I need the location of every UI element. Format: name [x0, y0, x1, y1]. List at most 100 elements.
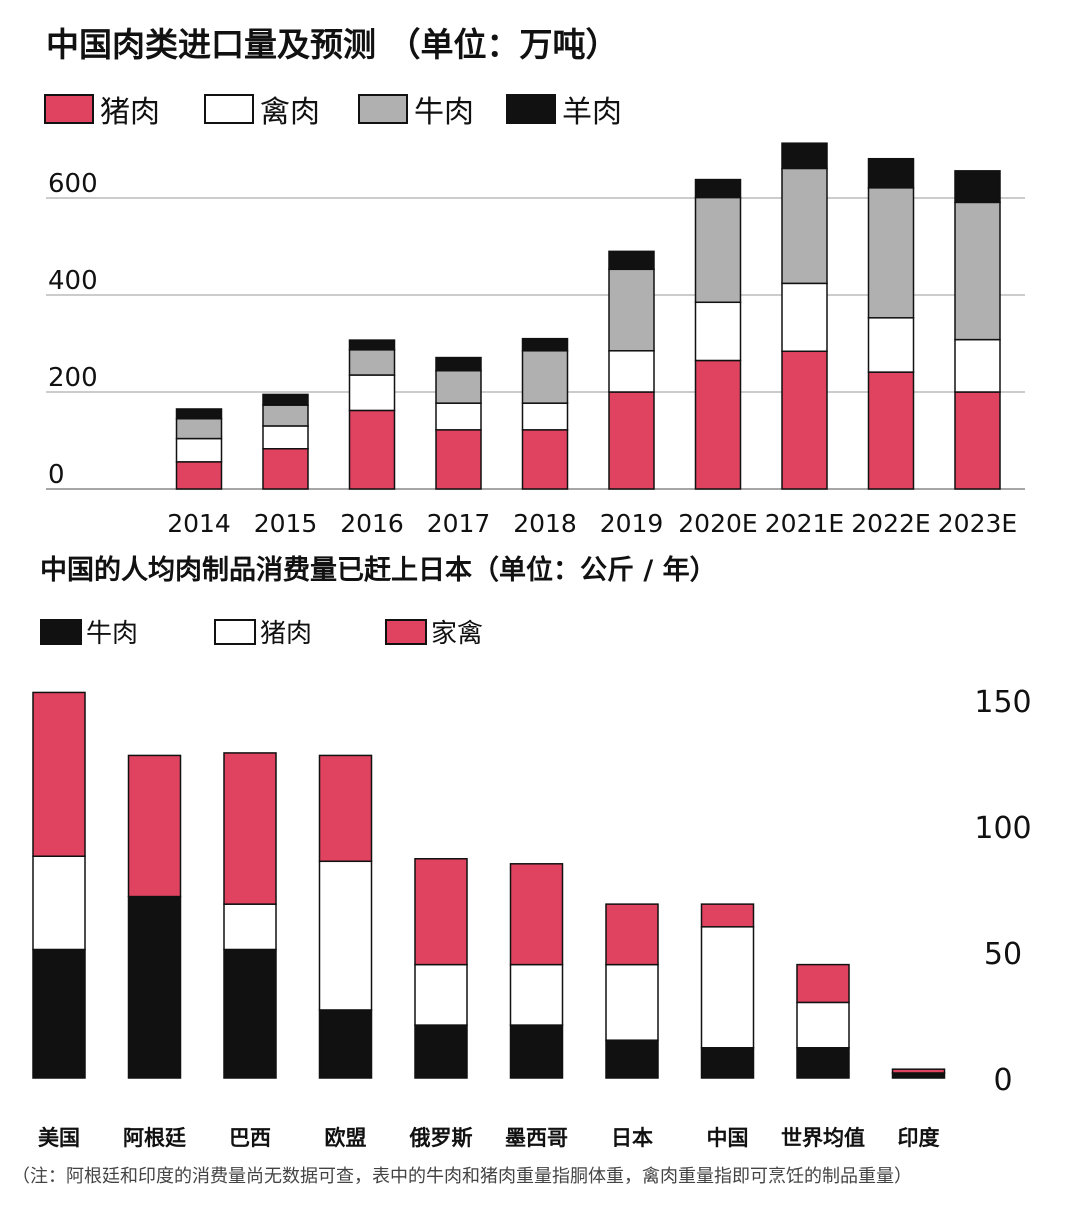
y2-tick-label-150: 150 — [974, 685, 1031, 720]
bar-2016-series-0 — [348, 409, 396, 490]
legend2-swatch-pork — [214, 618, 256, 645]
bar-2022E-series-2 — [867, 187, 915, 319]
legend-swatch-poultry — [204, 94, 254, 124]
bar2-墨西哥-series-1 — [509, 963, 564, 1026]
legend2-item-beef: 牛肉 — [40, 613, 138, 650]
bar-2023E-series-3 — [954, 170, 1001, 204]
x-tick-label-2021E: 2021E — [765, 509, 844, 538]
bar2-印度-series-2 — [891, 1068, 946, 1074]
x-tick-label-2016: 2016 — [340, 509, 404, 538]
bar-2019-series-0 — [608, 391, 655, 490]
bar-2014-series-0 — [175, 461, 223, 490]
y-tick-label-600: 600 — [48, 169, 98, 199]
x-tick-label-2020E: 2020E — [678, 509, 757, 538]
legend-label-mutton: 羊肉 — [562, 95, 622, 130]
bar2-欧盟-series-1 — [318, 860, 373, 1011]
x2-tick-label-阿根廷: 阿根廷 — [123, 1126, 187, 1150]
bar-2017-series-3 — [435, 356, 482, 372]
bar2-欧盟-series-2 — [318, 754, 373, 863]
footnote: （注：阿根廷和印度的消费量尚无数据可查，表中的牛肉和猪肉重量指胴体重，禽肉重量指… — [12, 1166, 912, 1187]
bar-2014-series-3 — [175, 408, 223, 420]
bar-2020E-series-3 — [694, 178, 742, 199]
x2-tick-label-世界均值: 世界均值 — [781, 1126, 865, 1150]
bar-2021E-series-2 — [781, 167, 828, 285]
bar2-美国-series-2 — [32, 691, 86, 857]
bar2-世界均值-series-0 — [796, 1047, 850, 1079]
x2-tick-label-欧盟: 欧盟 — [325, 1126, 367, 1150]
bar-2020E-series-2 — [694, 196, 742, 304]
bar-2021E-series-3 — [781, 142, 828, 170]
legend2-label-pork: 猪肉 — [260, 619, 313, 649]
chart1-legend: 猪肉 禽肉 牛肉 羊肉 — [44, 87, 744, 130]
bar2-俄罗斯-series-2 — [414, 858, 468, 966]
bar-2023E-series-1 — [954, 338, 1001, 393]
bar-2023E-series-0 — [954, 391, 1001, 490]
bar-2019-series-3 — [608, 250, 655, 271]
x2-tick-label-俄罗斯: 俄罗斯 — [409, 1126, 473, 1150]
x-tick-label-2023E: 2023E — [938, 509, 1017, 538]
legend2-swatch-beef — [40, 618, 82, 645]
bar-2022E-series-3 — [867, 157, 915, 189]
bar-2022E-series-1 — [867, 317, 915, 373]
x2-tick-label-印度: 印度 — [898, 1126, 940, 1150]
bar2-美国-series-0 — [32, 948, 86, 1079]
bar-2021E-series-0 — [781, 350, 828, 490]
bar2-日本-series-1 — [605, 963, 659, 1041]
legend2-label-beef: 牛肉 — [86, 619, 139, 649]
bar2-阿根廷-series-2 — [127, 754, 182, 898]
bar-2016-series-3 — [348, 339, 396, 351]
bar-2021E-series-1 — [781, 282, 828, 353]
bar2-日本-series-2 — [605, 903, 659, 966]
legend-swatch-pork — [44, 94, 94, 124]
legend-swatch-beef — [358, 94, 408, 124]
bar-2016-series-2 — [348, 349, 396, 376]
legend2-label-poultry: 家禽 — [431, 619, 484, 649]
y-tick-label-400: 400 — [48, 266, 98, 296]
x2-tick-label-巴西: 巴西 — [229, 1126, 271, 1150]
bar-2018-series-0 — [521, 429, 569, 490]
chart2-title: 中国的人均肉制品消费量已赶上日本（单位：公斤 / 年） — [40, 555, 717, 586]
y2-tick-label-100: 100 — [974, 811, 1031, 846]
x2-tick-label-墨西哥: 墨西哥 — [505, 1126, 568, 1150]
chart2-legend: 牛肉 猪肉 家禽 — [40, 613, 640, 649]
x-tick-label-2018: 2018 — [513, 509, 577, 538]
bar2-美国-series-1 — [32, 855, 86, 951]
chart1-plot: 0 200 400 600 2014 2015 2016 2017 2018 2019 2020E 2… — [46, 142, 1025, 538]
bar-2016-series-1 — [348, 374, 396, 412]
bar2-墨西哥-series-2 — [509, 863, 564, 966]
bar-2020E-series-0 — [694, 359, 742, 490]
bar2-巴西-series-0 — [223, 948, 277, 1079]
legend-swatch-mutton — [506, 94, 556, 124]
legend2-item-pork: 猪肉 — [214, 613, 312, 650]
bar2-俄罗斯-series-0 — [414, 1024, 468, 1079]
bar2-世界均值-series-1 — [796, 1001, 850, 1049]
bar2-阿根廷-series-0 — [127, 895, 182, 1079]
x2-tick-label-中国: 中国 — [707, 1126, 749, 1150]
bar2-巴西-series-2 — [223, 752, 277, 905]
x-tick-label-2015: 2015 — [254, 509, 318, 538]
bar2-日本-series-0 — [605, 1039, 659, 1079]
bar-2017-series-0 — [435, 429, 482, 490]
chart1-title: 中国肉类进口量及预测 （单位：万吨） — [46, 25, 619, 64]
bar-2018-series-2 — [521, 350, 569, 404]
x2-tick-label-日本: 日本 — [611, 1126, 653, 1150]
y-tick-label-200: 200 — [48, 363, 98, 393]
bar2-墨西哥-series-0 — [509, 1024, 564, 1079]
bar-2015-series-0 — [262, 447, 309, 490]
x-tick-label-2017: 2017 — [427, 509, 491, 538]
bar-2023E-series-2 — [954, 201, 1001, 341]
y2-tick-label-50: 50 — [984, 937, 1022, 972]
bar-2018-series-3 — [521, 337, 569, 352]
x-tick-label-2014: 2014 — [167, 509, 231, 538]
bar2-俄罗斯-series-1 — [414, 963, 468, 1026]
bar-2022E-series-0 — [867, 371, 915, 490]
y2-tick-label-0: 0 — [993, 1063, 1012, 1098]
legend-item-pork: 猪肉 — [44, 87, 160, 131]
bar2-中国-series-1 — [700, 926, 755, 1049]
legend-label-pork: 猪肉 — [100, 95, 160, 130]
bar2-中国-series-0 — [700, 1047, 755, 1079]
x-tick-label-2019: 2019 — [600, 509, 664, 538]
legend-item-mutton: 羊肉 — [506, 87, 622, 131]
bar2-欧盟-series-0 — [318, 1009, 373, 1079]
